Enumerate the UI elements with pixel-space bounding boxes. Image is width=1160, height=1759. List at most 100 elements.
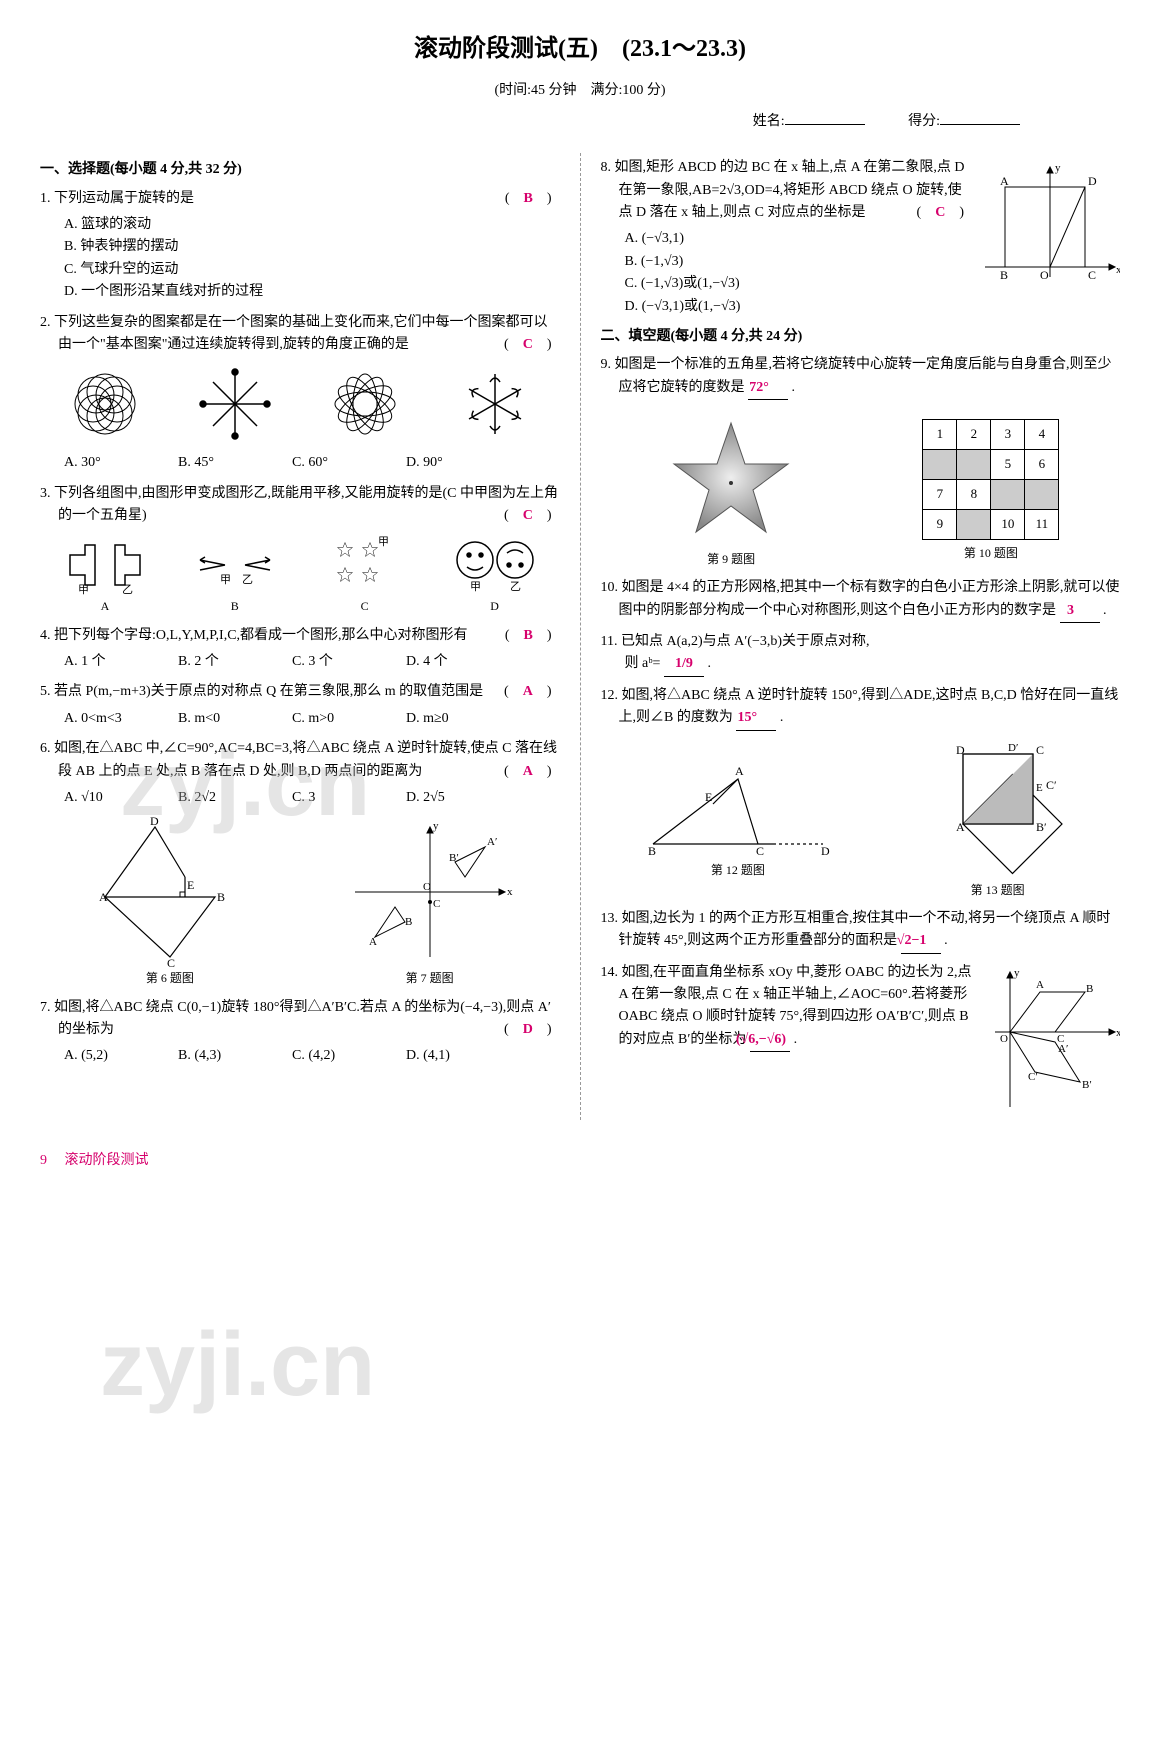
svg-text:y: y — [433, 820, 439, 832]
svg-text:C′: C′ — [1046, 778, 1057, 792]
svg-text:D: D — [821, 844, 830, 858]
svg-text:D′: D′ — [1008, 742, 1018, 754]
svg-text:x: x — [1116, 1027, 1120, 1039]
svg-text:O: O — [1040, 268, 1049, 282]
q9-figure — [661, 408, 801, 548]
page-title: 滚动阶段测试(五) (23.1～23.3) — [40, 30, 1120, 68]
q13-fig-label: 第 13 题图 — [918, 881, 1078, 900]
svg-text:甲: 甲 — [220, 574, 231, 586]
svg-text:B: B — [405, 916, 412, 928]
grid-cell — [923, 449, 957, 479]
q10-grid: 1234567891011 — [922, 419, 1059, 540]
question-10: 10. 如图是 4×4 的正方形网格,把其中一个标有数字的白色小正方形涂上阴影,… — [601, 577, 1121, 623]
q6-fig-label: 第 6 题图 — [85, 969, 255, 988]
q12-fig-label: 第 12 题图 — [643, 861, 833, 880]
q7-fig-label: 第 7 题图 — [345, 969, 515, 988]
svg-text:x: x — [1116, 264, 1120, 276]
q2-fig-a — [65, 364, 145, 444]
q2-opt-b: B. 45° — [178, 452, 268, 474]
section-1-head: 一、选择题(每小题 4 分,共 32 分) — [40, 159, 560, 181]
watermark-2: zyji.cn — [100, 1293, 375, 1437]
svg-text:D: D — [956, 743, 965, 757]
q1-opt-a: A. 篮球的滚动 — [64, 214, 560, 236]
q6-figure: AB CD E — [85, 817, 255, 967]
q3-label-d: D — [450, 597, 540, 616]
q3-answer: C — [523, 508, 533, 523]
q3-text: 3. 下列各组图中,由图形甲变成图形乙,既能用平移,又能用旋转的是(C 中甲图为… — [40, 486, 558, 523]
name-blank[interactable] — [785, 124, 865, 125]
q2-text: 2. 下列这些复杂的图案都是在一个图案的基础上变化而来,它们中每一个图案都可以由… — [40, 315, 548, 352]
grid-cell: 6 — [1025, 449, 1059, 479]
q5-opt-a: A. 0<m<3 — [64, 708, 154, 730]
name-label: 姓名: — [753, 114, 785, 129]
svg-text:A′: A′ — [487, 836, 497, 848]
left-column: 一、选择题(每小题 4 分,共 32 分) 1. 下列运动属于旋转的是 ( B … — [40, 153, 560, 1119]
svg-text:甲: 甲 — [470, 581, 481, 593]
question-8: 8. 如图,矩形 ABCD 的边 BC 在 x 轴上,点 A 在第二象限,点 D… — [601, 157, 1121, 318]
q6-opt-b: B. 2√2 — [178, 787, 268, 809]
svg-text:C: C — [433, 898, 440, 910]
q2-fig-d — [455, 364, 535, 444]
q1-answer: B — [523, 191, 532, 206]
q4-opt-a: A. 1 个 — [64, 651, 154, 673]
q2-answer: C — [523, 337, 533, 352]
svg-text:A: A — [1000, 174, 1009, 188]
question-13: 13. 如图,边长为 1 的两个正方形互相重合,按住其中一个不动,将另一个绕顶点… — [601, 908, 1121, 954]
svg-text:A: A — [369, 936, 377, 948]
svg-text:B′: B′ — [1082, 1079, 1092, 1091]
name-score-row: 姓名: 得分: — [40, 111, 1120, 133]
q1-opt-d: D. 一个图形沿某直线对折的过程 — [64, 281, 560, 303]
svg-text:甲: 甲 — [378, 536, 389, 548]
q4-text: 4. 把下列每个字母:O,L,Y,M,P,I,C,都看成一个图形,那么中心对称图… — [40, 628, 468, 643]
svg-text:O: O — [1000, 1033, 1008, 1045]
svg-text:乙: 乙 — [510, 580, 521, 593]
question-11: 11. 已知点 A(a,2)与点 A′(−3,b)关于原点对称, 则 aᵇ= 1… — [601, 631, 1121, 677]
grid-cell: 5 — [991, 449, 1025, 479]
svg-text:B: B — [217, 890, 225, 904]
page-number: 9 — [40, 1153, 47, 1168]
q6-opt-a: A. √10 — [64, 787, 154, 809]
svg-text:y: y — [1055, 162, 1061, 174]
q7-figure: xy AB A′B′ CO — [345, 817, 515, 967]
q2-opt-c: C. 60° — [292, 452, 382, 474]
svg-text:C: C — [1036, 743, 1044, 757]
q9-fig-label: 第 9 题图 — [661, 550, 801, 569]
svg-text:A: A — [956, 820, 965, 834]
q5-text: 5. 若点 P(m,−m+3)关于原点的对称点 Q 在第三象限,那么 m 的取值… — [40, 684, 483, 699]
q13-text: 13. 如图,边长为 1 的两个正方形互相重合,按住其中一个不动,将另一个绕顶点… — [601, 911, 1111, 948]
q8-opt-a: A. (−√3,1) — [625, 228, 973, 250]
q6-opt-d: D. 2√5 — [406, 787, 496, 809]
q10-fig-label: 第 10 题图 — [922, 544, 1059, 563]
q5-answer: A — [523, 684, 533, 699]
grid-cell — [957, 509, 991, 539]
q10-text: 10. 如图是 4×4 的正方形网格,把其中一个标有数字的白色小正方形涂上阴影,… — [601, 580, 1120, 617]
svg-text:B′: B′ — [449, 852, 459, 864]
question-5: 5. 若点 P(m,−m+3)关于原点的对称点 Q 在第三象限,那么 m 的取值… — [40, 681, 560, 730]
svg-text:A: A — [99, 890, 108, 904]
question-9: 9. 如图是一个标准的五角星,若将它绕旋转中心旋转一定角度后能与自身重合,则至少… — [601, 354, 1121, 400]
question-1: 1. 下列运动属于旋转的是 ( B ) A. 篮球的滚动 B. 钟表钟摆的摆动 … — [40, 188, 560, 304]
q2-fig-b — [195, 364, 275, 444]
q3-label-c: C — [320, 597, 410, 616]
q8-text: 8. 如图,矩形 ABCD 的边 BC 在 x 轴上,点 A 在第二象限,点 D… — [601, 160, 965, 220]
right-column: 8. 如图,矩形 ABCD 的边 BC 在 x 轴上,点 A 在第二象限,点 D… — [580, 153, 1121, 1119]
svg-text:C′: C′ — [1028, 1071, 1038, 1083]
grid-cell: 9 — [923, 509, 957, 539]
page-subtitle: (时间:45 分钟 满分:100 分) — [40, 80, 1120, 102]
question-3: 3. 下列各组图中,由图形甲变成图形乙,既能用平移,又能用旋转的是(C 中甲图为… — [40, 483, 560, 617]
q7-text: 7. 如图,将△ABC 绕点 C(0,−1)旋转 180°得到△A′B′C.若点… — [40, 1000, 551, 1037]
question-6: 6. 如图,在△ABC 中,∠C=90°,AC=4,BC=3,将△ABC 绕点 … — [40, 738, 560, 988]
q5-opt-d: D. m≥0 — [406, 708, 496, 730]
svg-text:D: D — [150, 817, 159, 828]
q8-opt-b: B. (−1,√3) — [625, 251, 973, 273]
svg-text:O: O — [423, 881, 431, 893]
q11-text: 11. 已知点 A(a,2)与点 A′(−3,b)关于原点对称, — [601, 634, 870, 649]
score-blank[interactable] — [940, 124, 1020, 125]
grid-cell: 2 — [957, 419, 991, 449]
q14-answer: (√6,−√6) — [750, 1029, 790, 1052]
q12-figure: BC DA E — [643, 759, 833, 859]
svg-text:B′: B′ — [1036, 820, 1047, 834]
grid-cell: 7 — [923, 479, 957, 509]
footer-label: 滚动阶段测试 — [65, 1153, 149, 1168]
svg-text:D: D — [1088, 174, 1097, 188]
